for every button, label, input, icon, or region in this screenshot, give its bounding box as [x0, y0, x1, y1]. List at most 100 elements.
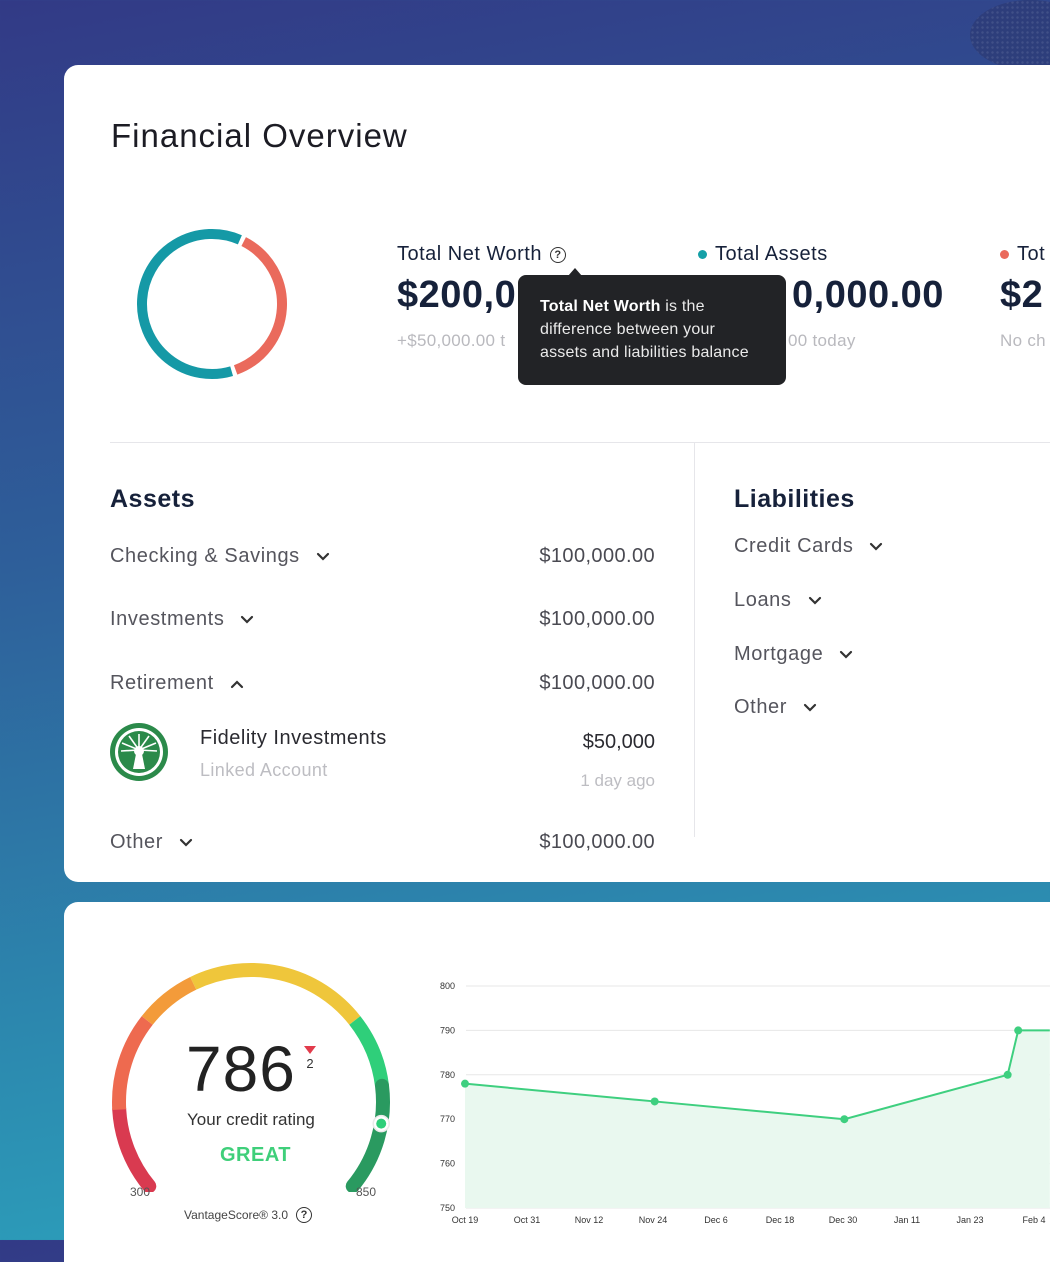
area-fill [465, 1030, 1050, 1208]
liability-row-credit-cards[interactable]: Credit Cards [734, 535, 885, 558]
gauge-segment [355, 1020, 382, 1085]
net-worth-label: Total Net Worth [397, 243, 542, 266]
chevron-down-icon[interactable] [314, 548, 332, 566]
data-point[interactable] [651, 1097, 659, 1105]
score-model-label: VantageScore® 3.0 [184, 1208, 288, 1222]
score-change: 2 [304, 1046, 316, 1071]
credit-history-chart: 750 760 770 780 790 800 Oct 19 Oct 31 Nov 12 Nov … [426, 952, 1050, 1242]
gauge-segment [353, 1086, 383, 1186]
total-assets-change: 00 today [788, 331, 944, 351]
asset-row-value: $100,000.00 [539, 608, 655, 631]
gauge-segment [119, 1020, 147, 1109]
asset-row-value: $100,000.00 [539, 831, 655, 854]
tooltip-line1: is the [661, 298, 705, 315]
gauge-max: 850 [356, 1185, 376, 1199]
data-point[interactable] [1004, 1071, 1012, 1079]
liability-row-mortgage[interactable]: Mortgage [734, 643, 855, 666]
gauge-segment [147, 983, 193, 1020]
divider [110, 442, 1050, 443]
chevron-down-icon[interactable] [867, 538, 885, 556]
linked-account-status: Linked Account [200, 760, 328, 781]
tooltip-arrow [568, 268, 582, 276]
x-tick-label: Oct 31 [514, 1215, 541, 1225]
data-point[interactable] [1014, 1026, 1022, 1034]
score-model: VantageScore® 3.0 ? [184, 1207, 312, 1223]
asset-row-label: Other [110, 831, 163, 854]
column-divider [694, 442, 695, 837]
liabilities-segment [236, 242, 282, 370]
total-liabilities-stat: Tot $2 No ch [1000, 243, 1046, 351]
x-tick-label: Dec 18 [766, 1215, 795, 1225]
assets-dot-icon [698, 250, 707, 259]
liabilities-heading: Liabilities [734, 485, 855, 514]
chevron-down-icon[interactable] [177, 834, 195, 852]
y-tick-label: 770 [440, 1114, 455, 1124]
chevron-down-icon[interactable] [801, 699, 819, 717]
page-title: Financial Overview [111, 117, 408, 155]
fidelity-logo-icon [109, 722, 169, 782]
y-tick-label: 800 [440, 981, 455, 991]
gauge-segment [193, 970, 354, 1020]
chevron-down-icon[interactable] [238, 611, 256, 629]
gauge-marker-dot [376, 1119, 386, 1129]
gauge-min: 300 [130, 1185, 150, 1199]
x-tick-label: Nov 12 [575, 1215, 604, 1225]
total-assets-label: Total Assets [715, 243, 828, 266]
liability-row-label: Mortgage [734, 643, 823, 666]
asset-row-label: Checking & Savings [110, 545, 300, 568]
y-tick-label: 780 [440, 1070, 455, 1080]
chevron-down-icon[interactable] [806, 592, 824, 610]
x-tick-label: Nov 24 [639, 1215, 668, 1225]
x-tick-label: Dec 30 [829, 1215, 858, 1225]
liability-row-label: Loans [734, 589, 792, 612]
score-change-value: 2 [304, 1056, 316, 1071]
x-tick-label: Jan 23 [956, 1215, 983, 1225]
linked-account-updated: 1 day ago [580, 771, 655, 791]
asset-row-investments[interactable]: Investments [110, 608, 256, 631]
liabilities-dot-icon [1000, 250, 1009, 259]
linked-account-amount: $50,000 [583, 731, 655, 754]
total-liabilities-label: Tot [1017, 243, 1045, 266]
y-tick-label: 790 [440, 1025, 455, 1035]
net-worth-donut [134, 217, 294, 387]
asset-row-label: Investments [110, 608, 224, 631]
asset-row-value: $100,000.00 [539, 672, 655, 695]
chevron-up-icon[interactable] [228, 675, 246, 693]
credit-score: 786 [186, 1032, 296, 1106]
assets-segment [142, 234, 240, 374]
down-arrow-icon [304, 1046, 316, 1054]
data-point[interactable] [461, 1080, 469, 1088]
y-tick-label: 760 [440, 1159, 455, 1169]
tooltip-line3: assets and liabilities balance [540, 341, 764, 364]
linked-account-name[interactable]: Fidelity Investments [200, 727, 387, 750]
net-worth-tooltip: Total Net Worth is the difference betwee… [518, 275, 786, 385]
y-tick-label: 750 [440, 1203, 455, 1213]
asset-row-retirement[interactable]: Retirement [110, 672, 246, 695]
liability-row-other[interactable]: Other [734, 696, 819, 719]
x-tick-label: Jan 11 [894, 1215, 920, 1225]
financial-overview-card: Financial Overview Total Net Worth ? $20… [64, 65, 1050, 882]
data-point[interactable] [840, 1115, 848, 1123]
x-tick-label: Oct 19 [452, 1215, 479, 1225]
decorative-blob [970, 0, 1050, 70]
help-icon[interactable]: ? [296, 1207, 312, 1223]
total-assets-amount: 0,000.00 [792, 274, 944, 317]
x-tick-label: Dec 6 [704, 1215, 728, 1225]
asset-row-value: $100,000.00 [539, 545, 655, 568]
credit-rating: GREAT [220, 1144, 291, 1167]
asset-row-checking[interactable]: Checking & Savings [110, 545, 332, 568]
total-liabilities-change: No ch [1000, 331, 1046, 351]
liability-row-label: Credit Cards [734, 535, 853, 558]
liability-row-label: Other [734, 696, 787, 719]
credit-score-card: 786 2 Your credit rating GREAT 300 850 V… [64, 902, 1050, 1262]
credit-rating-label: Your credit rating [187, 1110, 315, 1130]
asset-row-other[interactable]: Other [110, 831, 195, 854]
liability-row-loans[interactable]: Loans [734, 589, 824, 612]
asset-row-label: Retirement [110, 672, 214, 695]
tooltip-line2: difference between your [540, 318, 764, 341]
chevron-down-icon[interactable] [837, 646, 855, 664]
assets-heading: Assets [110, 485, 195, 514]
tooltip-bold: Total Net Worth [540, 298, 661, 315]
gauge-segment [119, 1110, 149, 1187]
help-icon[interactable]: ? [550, 247, 566, 263]
